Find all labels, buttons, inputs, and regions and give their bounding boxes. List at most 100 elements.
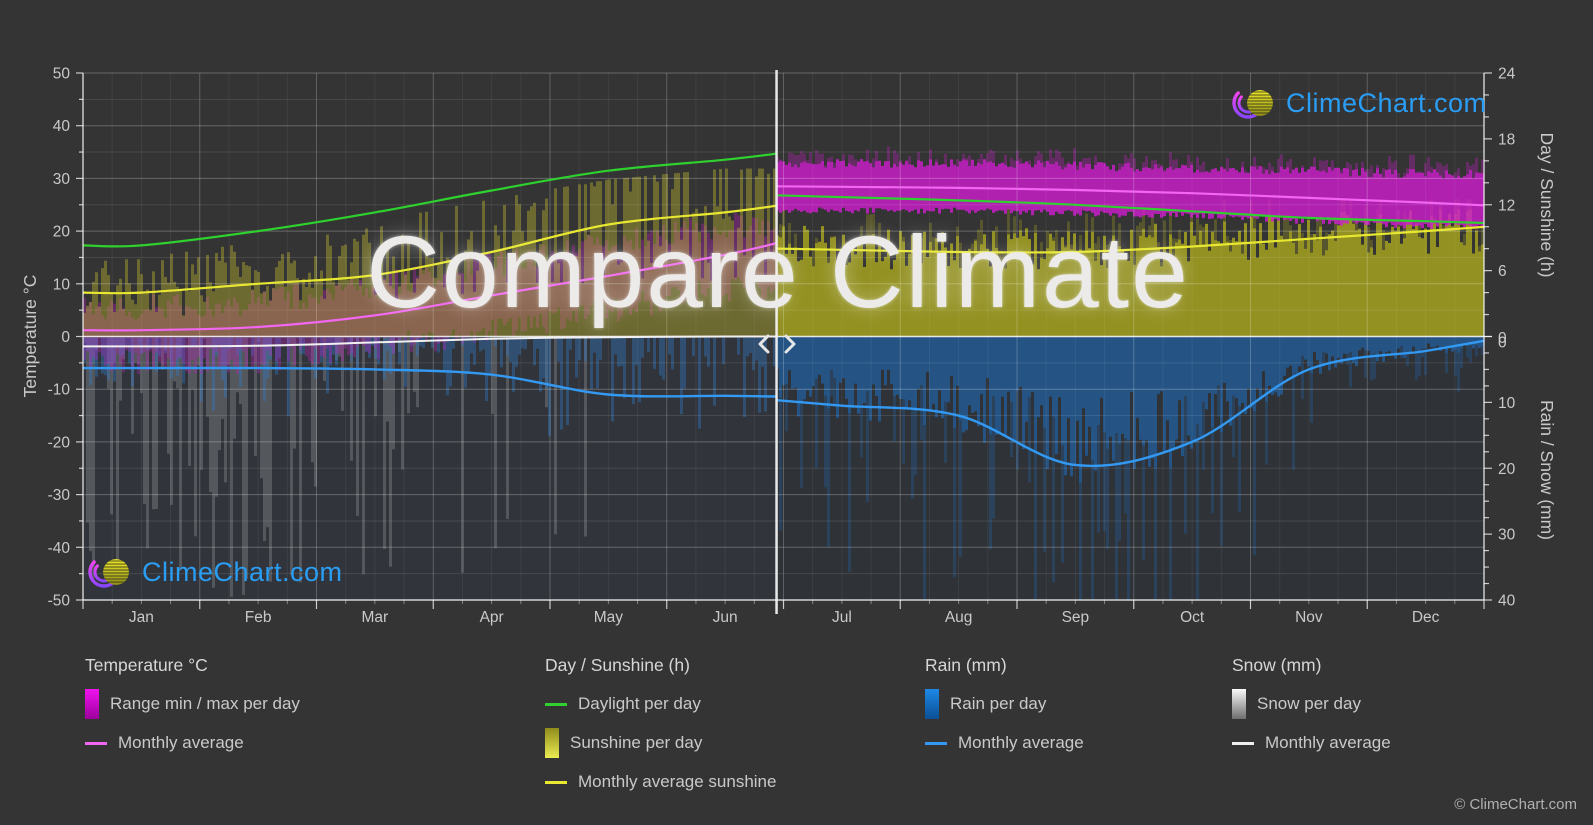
climechart-logo-icon — [1232, 87, 1273, 119]
legend-label: Range min / max per day — [110, 694, 300, 713]
temp-axis-label: 50 — [53, 66, 71, 83]
rain-spikes-right — [779, 345, 1484, 600]
rain-avg-swatch — [925, 741, 947, 745]
legend-label: Rain per day — [950, 694, 1047, 713]
logo-bottom-left[interactable]: ClimeChart.com — [88, 549, 343, 595]
temp-avg-line-right — [776, 185, 1485, 207]
sunshine-avg-line-right — [776, 225, 1485, 254]
sunshine-avg-swatch — [545, 780, 567, 784]
temp-axis-label: 40 — [53, 118, 71, 135]
temp-range-swatch — [85, 689, 99, 719]
rain-axis-label: 10 — [1498, 395, 1516, 412]
rain-bars-left — [83, 337, 776, 436]
rain-swatch — [925, 689, 939, 719]
gridlines — [82, 72, 1485, 601]
month-label: Oct — [1180, 609, 1205, 626]
average-lines — [82, 152, 1485, 468]
rain-snow-axis-title: Rain / Snow (mm) — [1537, 400, 1557, 540]
month-label: Mar — [362, 609, 389, 626]
legend-label: Monthly average sunshine — [578, 772, 777, 791]
daylight-line-left — [82, 152, 777, 248]
day-sunshine-axis-title: Day / Sunshine (h) — [1537, 133, 1557, 278]
legend-group-rain: Rain (mm) Rain per day Monthly average — [925, 655, 1084, 767]
month-label: May — [594, 609, 624, 626]
sunshine-axis-label: 18 — [1498, 131, 1515, 148]
rain-axis-label: 30 — [1498, 527, 1516, 544]
sunshine-avg-line-left — [82, 204, 777, 295]
temp-axis-label: -20 — [48, 434, 71, 451]
logo-text: ClimeChart.com — [142, 556, 343, 587]
temp-axis-label: 0 — [61, 329, 70, 346]
legend-item-rain-avg: Monthly average — [925, 728, 1084, 758]
temp-axis-label: 20 — [53, 224, 71, 241]
divider-line[interactable] — [775, 70, 778, 614]
legend-label: Sunshine per day — [570, 733, 703, 752]
legend-item-snow-avg: Monthly average — [1232, 728, 1391, 758]
axes: -50 -40 -30 -20 -10 0 10 20 30 40 50 0 6 12 18 24 10 20 30… — [20, 66, 1557, 627]
daylight-line-right — [776, 194, 1485, 225]
legend-label: Snow per day — [1257, 694, 1361, 713]
temp-avg-line-left — [82, 242, 777, 332]
temp-axis-label: -40 — [48, 540, 71, 557]
month-label: Nov — [1295, 609, 1323, 626]
legend-label: Monthly average — [118, 733, 244, 752]
legend-item-sunshine: Sunshine per day — [545, 728, 776, 758]
rain-avg-line-left — [82, 366, 777, 398]
daylight-swatch — [545, 702, 567, 706]
legend-item-daylight: Daylight per day — [545, 689, 776, 719]
month-label: Dec — [1412, 609, 1440, 626]
rain-axis-label: 20 — [1498, 461, 1516, 478]
sunshine-axis-label: 24 — [1498, 66, 1516, 83]
logo-top-right[interactable]: ClimeChart.com — [1232, 80, 1487, 126]
sunshine-swatch — [545, 728, 559, 758]
legend-item-temp-avg: Monthly average — [85, 728, 300, 758]
legend-group-snow: Snow (mm) Snow per day Monthly average — [1232, 655, 1391, 767]
legend-item-sunshine-avg: Monthly average sunshine — [545, 767, 776, 797]
legend-item-rain: Rain per day — [925, 689, 1084, 719]
sunshine-bars-right — [776, 209, 1484, 337]
temp-axis-label: -30 — [48, 487, 71, 504]
legend-title: Temperature °C — [85, 655, 208, 675]
legend-group-temperature: Temperature °C Range min / max per day M… — [85, 655, 300, 767]
month-label: Aug — [945, 609, 973, 626]
compare-divider[interactable] — [758, 70, 796, 614]
legend-title: Rain (mm) — [925, 655, 1007, 675]
snow-avg-swatch — [1232, 741, 1254, 745]
daily-bars — [83, 146, 1484, 600]
temp-axis-label: -50 — [48, 593, 71, 610]
legend-item-temp-range: Range min / max per day — [85, 689, 300, 719]
logo-text: ClimeChart.com — [1286, 87, 1487, 118]
rain-axis-label: 0 — [1498, 335, 1507, 352]
legend-label: Monthly average — [1265, 733, 1391, 752]
month-label: Jul — [832, 609, 852, 626]
temperature-axis-title: Temperature °C — [20, 275, 40, 398]
divider-prev-arrow[interactable] — [758, 334, 770, 354]
legend-label: Monthly average — [958, 733, 1084, 752]
month-label: Apr — [480, 609, 504, 626]
month-label: Jan — [129, 609, 154, 626]
sunshine-axis-label: 12 — [1498, 197, 1515, 214]
temp-avg-swatch — [85, 741, 107, 745]
rain-axis-label: 40 — [1498, 593, 1516, 610]
month-label: Sep — [1062, 609, 1090, 626]
sunshine-bars-left — [83, 168, 776, 337]
divider-next-arrow[interactable] — [784, 334, 796, 354]
month-label: Feb — [245, 609, 272, 626]
snow-swatch — [1232, 689, 1246, 719]
legend-item-snow: Snow per day — [1232, 689, 1391, 719]
legend-title: Day / Sunshine (h) — [545, 655, 690, 675]
sunshine-axis-label: 0 — [1498, 330, 1507, 347]
snow-avg-line-left — [82, 335, 777, 348]
legend: Temperature °C Range min / max per day M… — [0, 649, 1593, 809]
rain-avg-line-right — [776, 339, 1485, 468]
climate-chart: -50 -40 -30 -20 -10 0 10 20 30 40 50 0 6 12 18 24 10 20 30… — [20, 66, 1557, 627]
temp-axis-label: -10 — [48, 382, 71, 399]
legend-label: Daylight per day — [578, 694, 701, 713]
copyright-note: © ClimeChart.com — [1454, 796, 1577, 813]
temperature-range-bars-right — [776, 159, 1484, 229]
month-label: Jun — [713, 609, 738, 626]
legend-title: Snow (mm) — [1232, 655, 1322, 675]
sunshine-axis-label: 6 — [1498, 263, 1507, 280]
climechart-logo-icon — [88, 556, 129, 588]
